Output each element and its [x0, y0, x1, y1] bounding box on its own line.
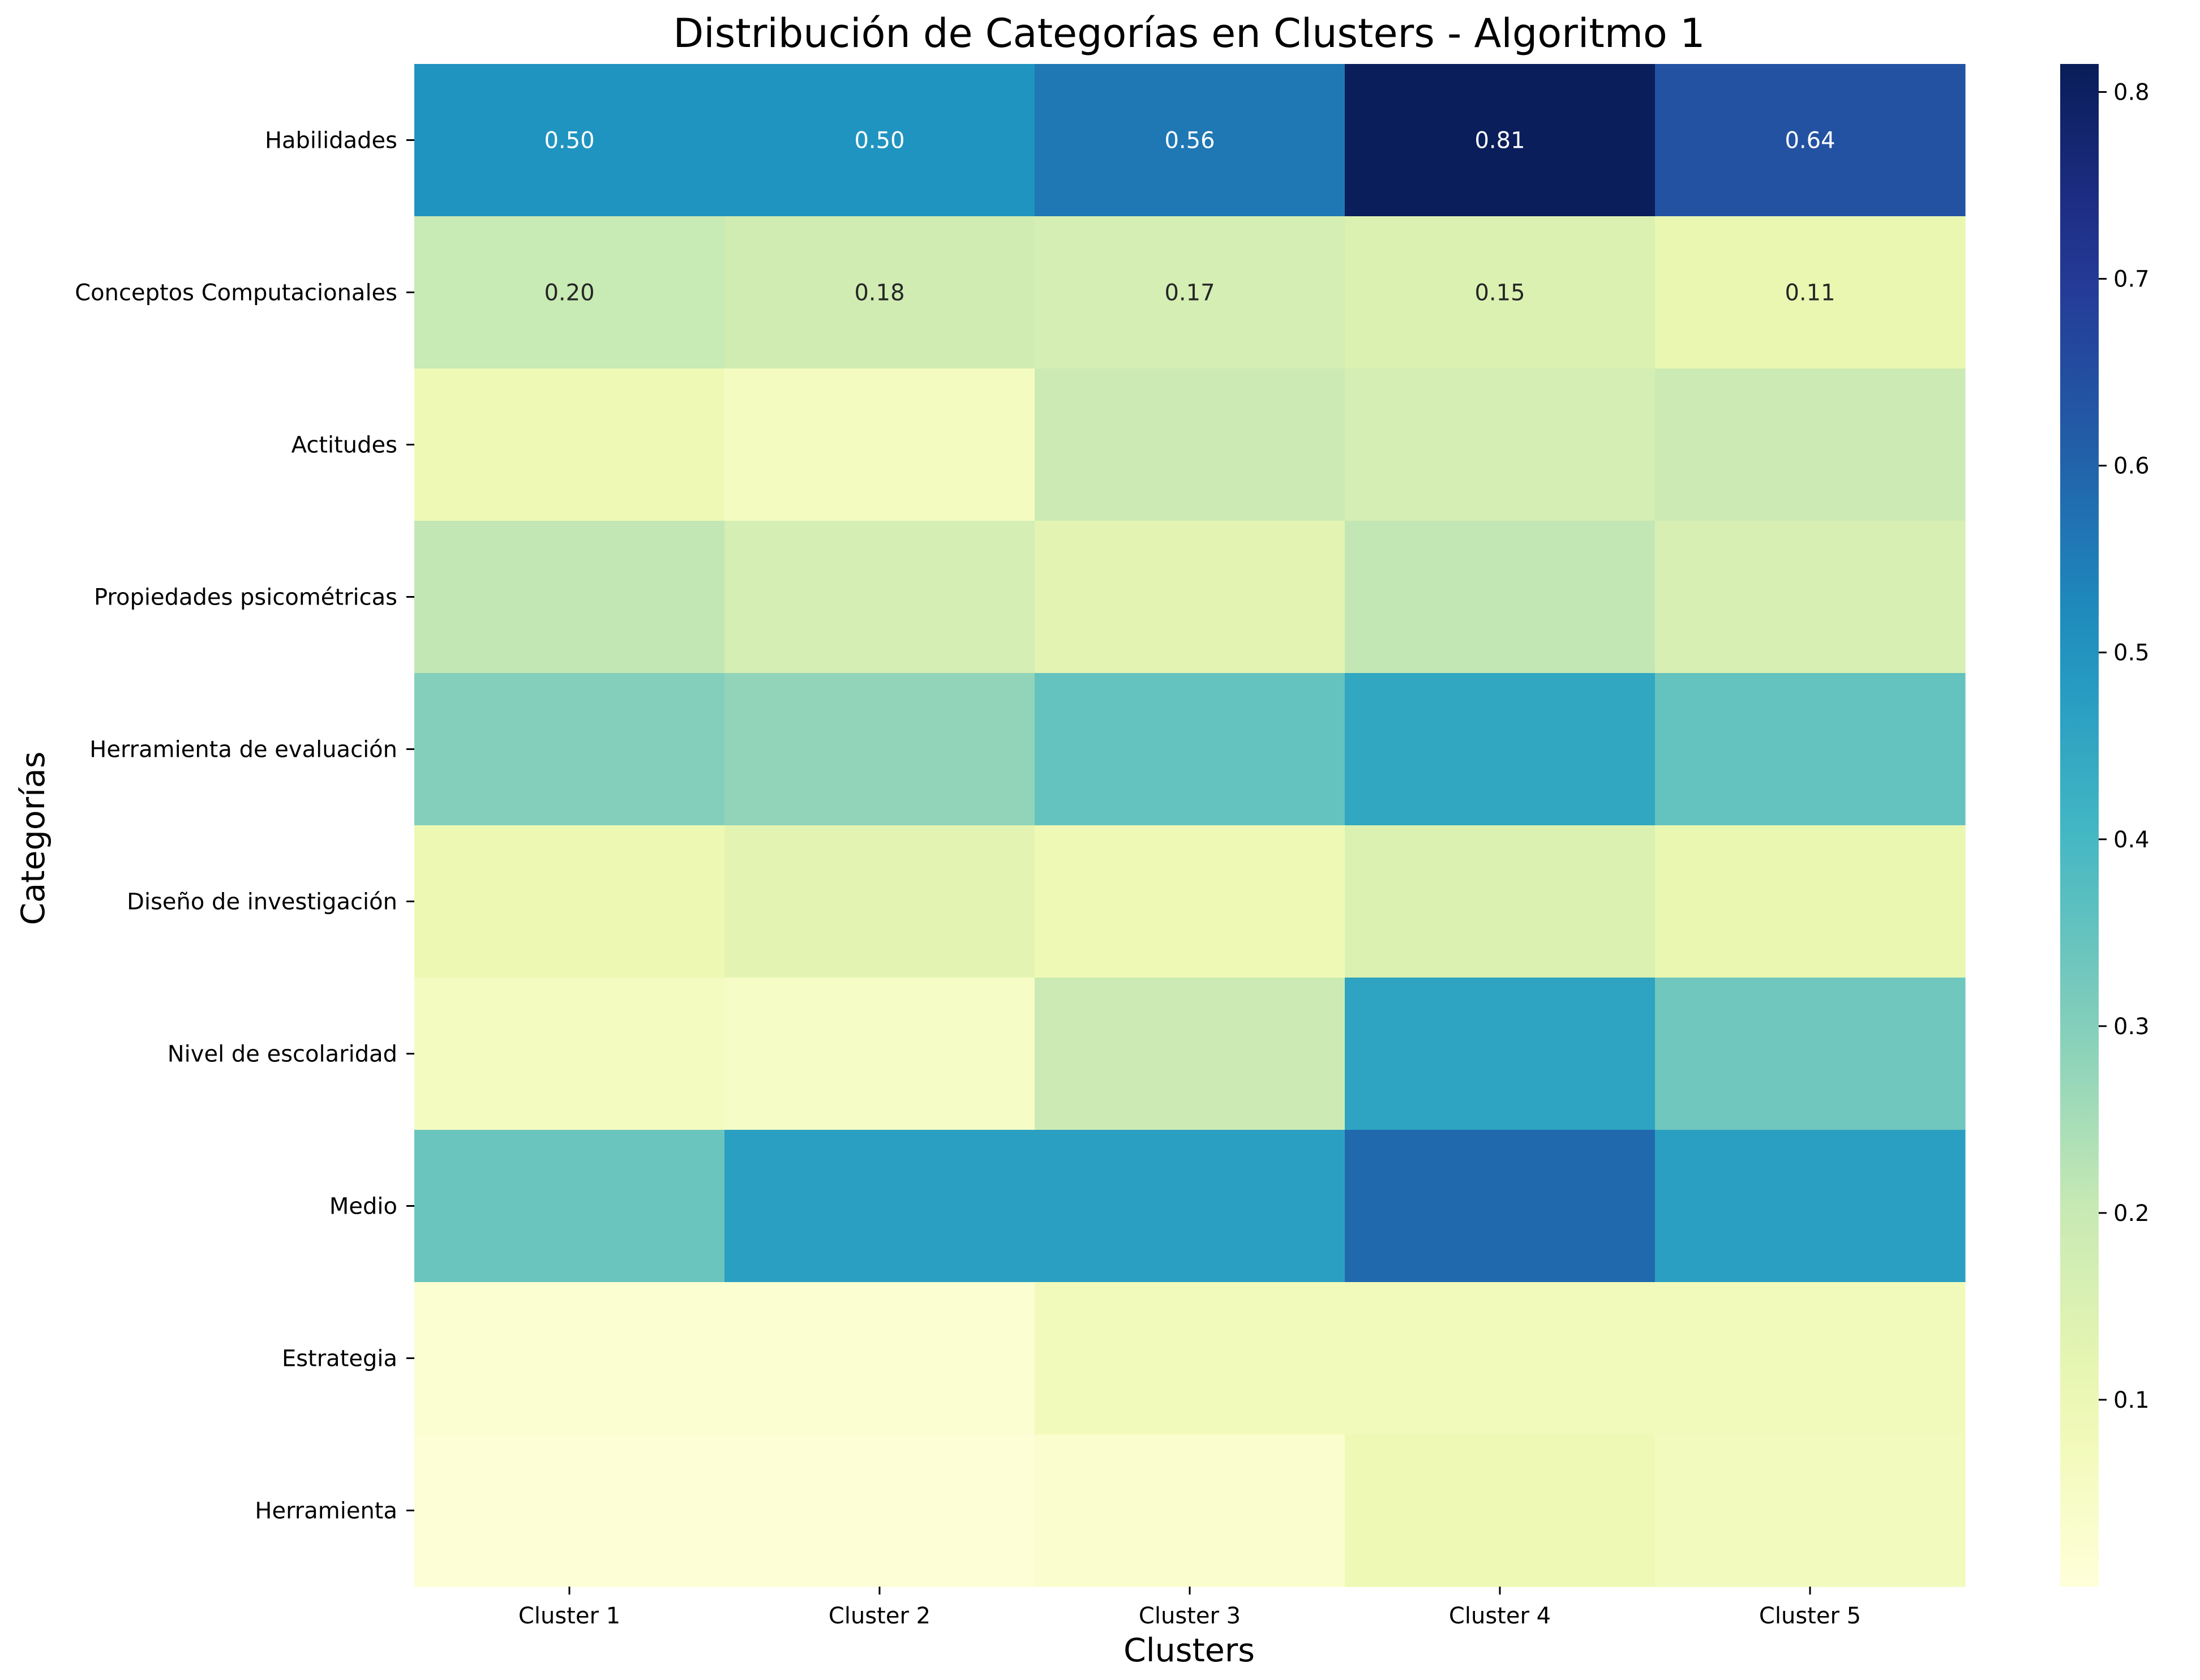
heatmap-cell: [1655, 521, 1966, 674]
colorbar-tick-label: 0.8: [2113, 80, 2150, 106]
heatmap-cell: [414, 1130, 725, 1283]
heatmap-cell: [414, 1434, 725, 1587]
colorbar-tick-label: 0.5: [2113, 640, 2150, 666]
y-tick-label: Estrategia: [282, 1346, 397, 1372]
heatmap-cell: [1035, 64, 1345, 217]
y-tick-label: Conceptos Computacionales: [75, 280, 397, 306]
x-tick-label: Cluster 2: [829, 1603, 930, 1629]
heatmap-cell: [1035, 1282, 1345, 1435]
heatmap-cell: [1655, 825, 1966, 978]
y-tick-label: Herramienta: [255, 1498, 397, 1524]
y-tick-label: Habilidades: [265, 128, 397, 154]
cell-value-label: 0.56: [1164, 128, 1215, 154]
heatmap-cells: [414, 64, 1966, 1587]
heatmap-cell: [414, 673, 725, 826]
colorbar-tick-label: 0.4: [2113, 827, 2150, 853]
heatmap-cell: [1655, 216, 1966, 369]
heatmap-cell: [724, 1434, 1035, 1587]
heatmap-cell: [1345, 521, 1656, 674]
heatmap-cell: [724, 1130, 1035, 1283]
heatmap-cell: [724, 978, 1035, 1130]
y-axis-label: Categorías: [15, 751, 52, 925]
cell-value-label: 0.81: [1474, 128, 1525, 154]
heatmap-cell: [1345, 1130, 1656, 1283]
heatmap-cell: [1345, 825, 1656, 978]
heatmap-cell: [724, 368, 1035, 521]
y-tick-label: Propiedades psicométricas: [94, 585, 397, 611]
y-axis: Habilidades Conceptos Computacionales Acti…: [75, 128, 414, 1524]
x-tick-label: Cluster 4: [1449, 1603, 1551, 1629]
chart-title: Distribución de Categorías en Clusters -…: [673, 10, 1705, 57]
cell-annotations: 0.50 0.50 0.56 0.81 0.64 0.20 0.18 0.17 0.15 0.11: [544, 128, 1835, 306]
x-tick-label: Cluster 5: [1759, 1603, 1861, 1629]
heatmap-cell: [1035, 368, 1345, 521]
heatmap-cell: [1345, 368, 1656, 521]
x-axis-label: Clusters: [1123, 1632, 1255, 1669]
heatmap-cell: [1345, 978, 1656, 1130]
cell-value-label: 0.15: [1474, 280, 1525, 306]
heatmap-cell: [1035, 521, 1345, 674]
heatmap-cell: [1655, 673, 1966, 826]
heatmap-cell: [1345, 216, 1656, 369]
cell-value-label: 0.11: [1785, 280, 1835, 306]
x-tick-label: Cluster 1: [518, 1603, 620, 1629]
y-tick-label: Nivel de escolaridad: [168, 1042, 397, 1068]
heatmap-cell: [1345, 673, 1656, 826]
heatmap-cell: [414, 978, 725, 1130]
x-axis: Cluster 1 Cluster 2 Cluster 3 Cluster 4 Clus…: [518, 1587, 1861, 1629]
cell-value-label: 0.17: [1164, 280, 1215, 306]
heatmap-cell: [1655, 368, 1966, 521]
heatmap-cell: [1655, 1282, 1966, 1435]
colorbar-gradient: [2060, 64, 2099, 1587]
heatmap-cell: [1035, 825, 1345, 978]
x-tick-label: Cluster 3: [1139, 1603, 1241, 1629]
heatmap-cell: [724, 825, 1035, 978]
cell-value-label: 0.50: [854, 128, 904, 154]
heatmap-cell: [1345, 64, 1656, 217]
heatmap-cell: [724, 1282, 1035, 1435]
cell-value-label: 0.50: [544, 128, 594, 154]
heatmap-cell: [1345, 1434, 1656, 1587]
heatmap-cell: [414, 64, 725, 217]
heatmap-cell: [414, 216, 725, 369]
colorbar-tick-label: 0.6: [2113, 453, 2150, 479]
cell-value-label: 0.18: [854, 280, 904, 306]
heatmap-cell: [1655, 1130, 1966, 1283]
heatmap-cell: [1035, 216, 1345, 369]
y-tick-label: Herramienta de evaluación: [89, 737, 397, 763]
heatmap-cell: [724, 216, 1035, 369]
heatmap-cell: [414, 521, 725, 674]
colorbar-tick-label: 0.2: [2113, 1201, 2150, 1227]
cell-value-label: 0.20: [544, 280, 594, 306]
colorbar-tick-label: 0.3: [2113, 1014, 2150, 1040]
cell-value-label: 0.64: [1785, 128, 1835, 154]
heatmap-cell: [1655, 64, 1966, 217]
heatmap-cell: [1035, 673, 1345, 826]
heatmap-cell: [1035, 978, 1345, 1130]
y-tick-label: Medio: [329, 1194, 397, 1220]
colorbar: 0.1 0.2 0.3 0.4 0.5 0.6 0.7 0.8: [2060, 64, 2150, 1587]
heatmap-cell: [1035, 1130, 1345, 1283]
heatmap-cell: [1655, 978, 1966, 1130]
heatmap-cell: [1035, 1434, 1345, 1587]
heatmap-cell: [724, 673, 1035, 826]
y-tick-label: Actitudes: [291, 432, 397, 458]
heatmap-cell: [724, 521, 1035, 674]
heatmap-cell: [414, 1282, 725, 1435]
heatmap-cell: [414, 368, 725, 521]
heatmap-cell: [1655, 1434, 1966, 1587]
heatmap-cell: [414, 825, 725, 978]
heatmap-cell: [1345, 1282, 1656, 1435]
y-tick-label: Diseño de investigación: [127, 889, 397, 915]
colorbar-tick-label: 0.1: [2113, 1387, 2150, 1413]
colorbar-tick-label: 0.7: [2113, 267, 2150, 293]
heatmap-cell: [724, 64, 1035, 217]
